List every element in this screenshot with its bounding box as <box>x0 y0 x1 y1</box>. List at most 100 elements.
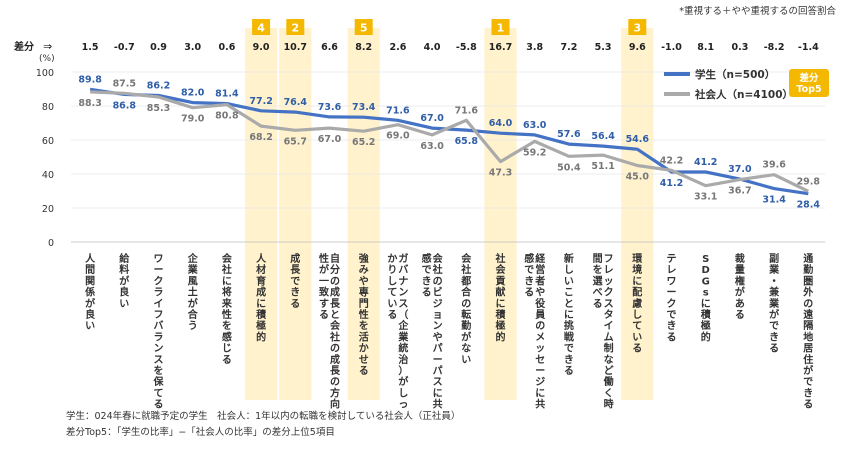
worker-data-label: 36.7 <box>728 186 751 197</box>
category-label: 会社に将来性を感じる <box>221 252 233 366</box>
footnote-respondents: 学生：024年春に就職予定の学生 社会人：1年以内の転職を検討している社会人（正… <box>66 411 461 422</box>
category-label: 人間関係が良い <box>85 252 96 332</box>
diff-value: 2.6 <box>389 42 406 53</box>
worker-data-label: 71.6 <box>455 105 479 116</box>
worker-data-label: 68.2 <box>249 132 272 143</box>
rank-badge <box>354 19 373 35</box>
student-data-label: 71.6 <box>386 105 410 116</box>
worker-data-label: 47.3 <box>489 168 512 179</box>
rank-badge-number: 2 <box>291 22 299 35</box>
rank-badge <box>491 19 510 35</box>
student-data-label: 77.2 <box>249 96 272 107</box>
top5-legend-badge-text: 差分 Top5 <box>796 72 821 95</box>
top5-highlight-column <box>347 28 380 400</box>
rank-badge-number: 5 <box>360 22 368 35</box>
diff-value: 0.3 <box>731 42 748 53</box>
diff-value: 6.6 <box>321 42 338 53</box>
top5-highlight-column <box>484 28 517 400</box>
category-label: 通勤圏外の遠隔地居住ができる <box>802 253 814 411</box>
diff-value: 5.3 <box>595 42 612 53</box>
y-tick-label: 0 <box>48 238 54 249</box>
diff-value: 10.7 <box>284 42 307 53</box>
worker-legend-label: 社会人（n=4100） <box>694 88 793 101</box>
category-label: 社会貢献に積極的 <box>495 252 507 343</box>
category-label: テレワークできる <box>667 253 677 343</box>
category-label: 自分の成長と会社の成長の方向性が一致する <box>318 252 341 411</box>
worker-data-label: 80.8 <box>215 111 239 122</box>
diff-value: 9.0 <box>253 42 270 53</box>
student-data-label: 86.2 <box>147 80 170 91</box>
student-data-label: 54.6 <box>626 134 650 145</box>
diff-value: -5.8 <box>456 42 477 53</box>
student-data-label: 73.4 <box>352 102 376 113</box>
category-label: 企業風土が合う <box>187 252 199 332</box>
student-data-label: 37.0 <box>728 164 752 175</box>
footnote-top5-definition: 差分Top5：「学生の比率」−「社会人の比率」の差分上位5項目 <box>66 427 335 438</box>
diff-row-arrow: ⇒ <box>43 40 52 53</box>
student-data-label: 28.4 <box>797 200 821 211</box>
diff-value: -1.0 <box>661 42 682 53</box>
top5-highlight-column <box>279 28 312 400</box>
y-tick-label: 100 <box>36 68 54 79</box>
y-tick-label: 40 <box>42 170 54 181</box>
y-axis-unit: (%) <box>39 54 55 64</box>
student-data-label: 31.4 <box>762 195 786 206</box>
category-label: ガバナンス（企業統治）がしっかりしている <box>387 252 409 411</box>
category-label: 経営者や役員のメッセージに共感できる <box>524 252 546 411</box>
worker-data-label: 85.3 <box>147 103 170 114</box>
diff-value: -1.4 <box>798 42 819 53</box>
diff-value: 0.9 <box>150 42 167 53</box>
y-tick-label: 60 <box>42 136 54 147</box>
student-data-label: 82.0 <box>181 88 205 99</box>
category-label: 副業・兼業ができる <box>768 252 780 355</box>
worker-data-label: 50.4 <box>557 162 581 173</box>
student-data-label: 81.4 <box>215 89 239 100</box>
diff-row-label: 差分 <box>14 40 34 53</box>
worker-data-label: 79.0 <box>181 114 205 125</box>
category-label: 環境に配慮している <box>632 253 643 355</box>
student-legend-label: 学生（n=500） <box>695 68 775 81</box>
category-label: 裁量権がある <box>735 252 746 321</box>
diff-value: 1.5 <box>82 42 99 53</box>
student-series-line <box>89 87 809 196</box>
worker-data-label: 87.5 <box>113 78 136 89</box>
worker-data-label: 45.0 <box>626 172 650 183</box>
rank-badge-number: 3 <box>633 22 641 35</box>
diff-value: 9.6 <box>629 42 646 53</box>
student-data-label: 67.0 <box>420 113 444 124</box>
student-data-label: 89.8 <box>78 74 102 85</box>
rank-badge-number: 1 <box>497 22 505 35</box>
student-data-label: 57.6 <box>557 129 581 140</box>
diff-value: 4.0 <box>424 42 441 53</box>
worker-data-label: 39.6 <box>762 160 786 171</box>
diff-value: 8.2 <box>355 42 372 53</box>
student-data-label: 76.4 <box>284 97 308 108</box>
diff-value: 16.7 <box>489 42 512 53</box>
student-data-label: 41.2 <box>694 157 717 168</box>
category-label: 給料が良い <box>119 252 130 310</box>
worker-data-label: 67.0 <box>318 134 342 145</box>
worker-data-label: 33.1 <box>694 192 717 203</box>
worker-data-label: 88.3 <box>78 98 101 109</box>
rank-badge <box>628 19 647 35</box>
y-tick-label: 20 <box>42 204 54 215</box>
diff-value: 3.0 <box>184 42 201 53</box>
diff-value: 0.6 <box>218 42 235 53</box>
category-label: 新しいことに挑戦できる <box>564 252 575 377</box>
category-label: ワークライフバランスを保てる <box>153 253 165 411</box>
worker-data-label: 65.7 <box>284 136 307 147</box>
rank-badge-number: 4 <box>257 22 265 35</box>
diff-value: 3.8 <box>526 42 543 53</box>
student-data-label: 86.8 <box>113 100 137 111</box>
student-data-label: 41.2 <box>660 178 683 189</box>
category-label: 成長できる <box>290 252 301 310</box>
student-data-label: 64.0 <box>489 118 513 129</box>
top5-legend-badge <box>789 69 829 97</box>
diff-value: 8.1 <box>697 42 714 53</box>
top5-highlight-column <box>621 28 654 400</box>
worker-data-label: 59.2 <box>523 147 546 158</box>
student-data-label: 65.8 <box>455 136 479 147</box>
worker-data-label: 63.0 <box>420 141 444 152</box>
